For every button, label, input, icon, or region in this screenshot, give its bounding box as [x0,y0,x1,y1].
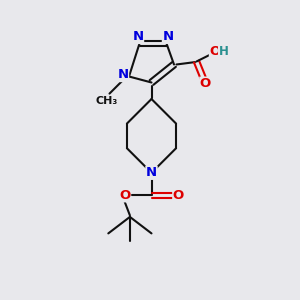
Text: CH₃: CH₃ [95,96,118,106]
Text: N: N [117,68,129,82]
Text: N: N [146,166,157,179]
Text: N: N [162,30,174,44]
Text: O: O [173,189,184,202]
Text: O: O [209,45,221,58]
Text: H: H [219,44,228,58]
Text: N: N [132,30,144,44]
Text: O: O [200,77,211,90]
Text: O: O [119,189,130,202]
